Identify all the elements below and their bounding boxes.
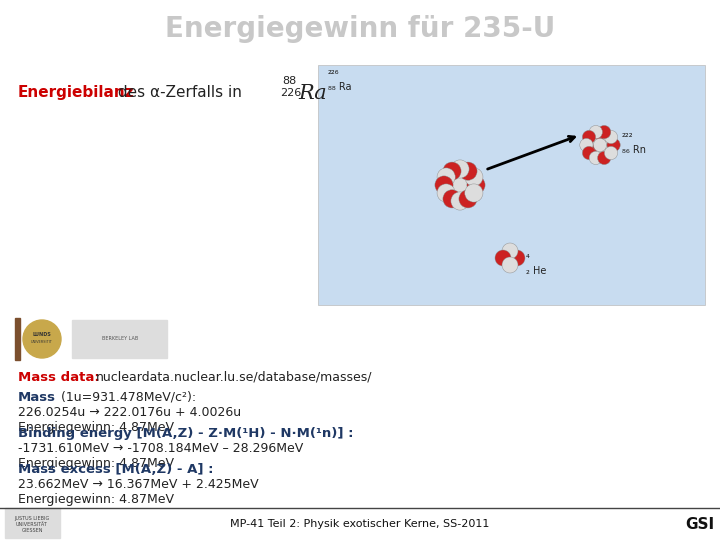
Circle shape (598, 151, 611, 165)
Circle shape (464, 168, 483, 186)
Circle shape (451, 176, 469, 194)
Circle shape (455, 169, 473, 187)
Text: LUNDS: LUNDS (32, 332, 51, 336)
Text: 226.0254u → 222.0176u + 4.0026u: 226.0254u → 222.0176u + 4.0026u (18, 406, 241, 419)
Text: 23.662MeV → 16.367MeV + 2.425MeV: 23.662MeV → 16.367MeV + 2.425MeV (18, 478, 258, 491)
Circle shape (459, 176, 477, 194)
Text: Energiebilanz: Energiebilanz (18, 85, 135, 100)
Text: Energiegewinn für 235-U: Energiegewinn für 235-U (165, 15, 555, 43)
Circle shape (437, 184, 455, 202)
Bar (5, 508, 60, 538)
Text: nucleardata.nuclear.lu.se/database/masses/: nucleardata.nuclear.lu.se/database/masse… (96, 371, 372, 384)
Circle shape (600, 138, 613, 152)
Bar (15, 318, 20, 360)
Text: JUSTUS LIEBIG
UNIVERSITÄT
GIESSEN: JUSTUS LIEBIG UNIVERSITÄT GIESSEN (14, 516, 50, 532)
Text: BERKELEY LAB: BERKELEY LAB (102, 336, 138, 341)
Text: 226: 226 (280, 88, 301, 98)
Circle shape (435, 176, 453, 194)
Circle shape (582, 130, 595, 144)
Text: Mass: Mass (18, 391, 56, 404)
Circle shape (604, 130, 618, 144)
Circle shape (443, 162, 461, 180)
Circle shape (437, 168, 455, 186)
Circle shape (604, 146, 618, 160)
Circle shape (23, 320, 61, 358)
Text: UNIVERSITIT: UNIVERSITIT (31, 340, 53, 344)
Circle shape (597, 144, 610, 158)
Text: Mass data:: Mass data: (18, 371, 104, 384)
Text: 88: 88 (282, 76, 296, 86)
Circle shape (590, 132, 603, 146)
Text: GSI: GSI (685, 517, 714, 532)
Circle shape (509, 250, 525, 266)
Text: des α-Zerfalls in: des α-Zerfalls in (113, 85, 247, 100)
Bar (318, 65, 705, 305)
Circle shape (455, 183, 473, 201)
Circle shape (598, 125, 611, 139)
Text: ²²⁶
₈₈ Ra: ²²⁶ ₈₈ Ra (328, 70, 351, 92)
Circle shape (459, 190, 477, 208)
Circle shape (451, 192, 469, 210)
Text: Energiegewinn: 4.87MeV: Energiegewinn: 4.87MeV (18, 421, 174, 434)
Text: Energiegewinn: 4.87MeV: Energiegewinn: 4.87MeV (18, 493, 174, 506)
Circle shape (447, 183, 465, 201)
Text: ⁴
₂ He: ⁴ ₂ He (526, 254, 546, 275)
Circle shape (607, 138, 620, 152)
Circle shape (459, 162, 477, 180)
Circle shape (590, 144, 603, 158)
Circle shape (589, 125, 603, 139)
Circle shape (597, 132, 610, 146)
Circle shape (495, 250, 511, 266)
Circle shape (451, 160, 469, 178)
Text: -1731.610MeV → -1708.184MeV – 28.296MeV: -1731.610MeV → -1708.184MeV – 28.296MeV (18, 442, 303, 455)
Circle shape (443, 176, 461, 194)
Circle shape (447, 169, 465, 187)
Circle shape (502, 257, 518, 273)
Text: Ra: Ra (298, 84, 327, 103)
Circle shape (464, 184, 483, 202)
Circle shape (589, 151, 603, 165)
Text: Mass excess [M(A,Z) - A] :: Mass excess [M(A,Z) - A] : (18, 463, 214, 476)
Circle shape (443, 190, 461, 208)
Text: Binding energy [M(A,Z) - Z·M(¹H) - N·M(¹n)] :: Binding energy [M(A,Z) - Z·M(¹H) - N·M(¹… (18, 427, 354, 440)
Text: Energiegewinn: 4.87MeV: Energiegewinn: 4.87MeV (18, 457, 174, 470)
Bar (72, 320, 167, 358)
Text: (1u=931.478MeV/c²):: (1u=931.478MeV/c²): (57, 391, 196, 404)
Circle shape (467, 176, 485, 194)
Circle shape (580, 138, 593, 152)
Text: ²²²
₈₆ Rn: ²²² ₈₆ Rn (622, 133, 646, 154)
Circle shape (582, 146, 595, 160)
Circle shape (502, 243, 518, 259)
Circle shape (587, 138, 600, 152)
Circle shape (593, 138, 607, 152)
Text: MP-41 Teil 2: Physik exotischer Kerne, SS-2011: MP-41 Teil 2: Physik exotischer Kerne, S… (230, 519, 490, 529)
